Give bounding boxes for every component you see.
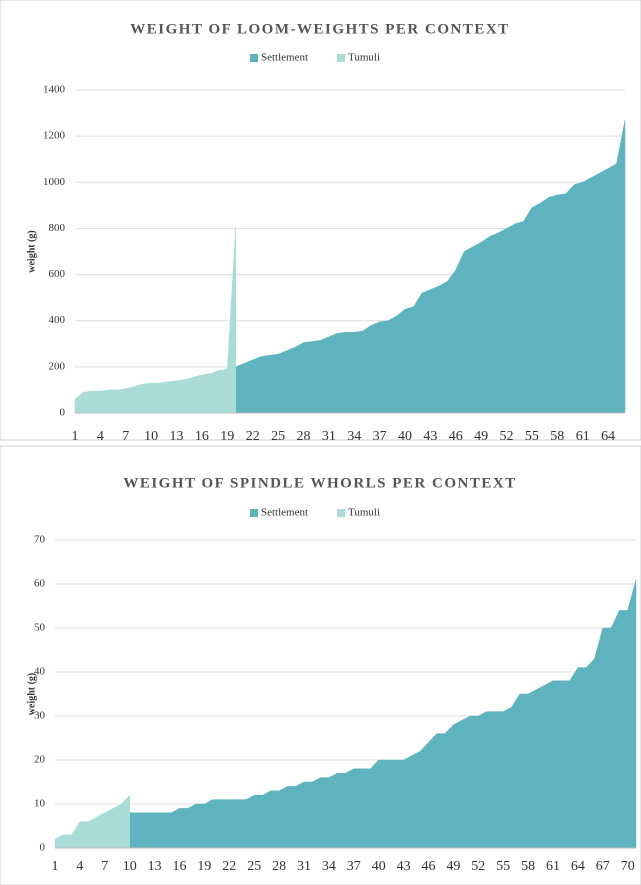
x-tick-label: 43 <box>423 429 437 444</box>
area <box>54 794 130 849</box>
x-tick-label: 46 <box>449 429 463 444</box>
legend-swatch <box>250 54 258 62</box>
x-tick-label: 28 <box>296 429 310 444</box>
x-tick-label: 22 <box>246 429 260 444</box>
y-tick-label: 1200 <box>43 130 66 142</box>
x-tick-label: 4 <box>97 429 104 444</box>
legend-swatch <box>250 509 258 517</box>
y-tick-label: 60 <box>34 578 46 590</box>
x-tick-label: 55 <box>525 429 539 444</box>
x-tick-label: 28 <box>272 859 286 874</box>
chart-title: WEIGHT OF SPINDLE WHORLS PER CONTEXT <box>123 475 516 491</box>
y-tick-label: 800 <box>49 222 66 234</box>
x-tick-label: 55 <box>496 859 510 874</box>
x-tick-label: 13 <box>170 429 184 444</box>
x-tick-label: 16 <box>195 429 209 444</box>
x-tick-label: 49 <box>474 429 488 444</box>
y-tick-label: 0 <box>60 407 66 419</box>
y-tick-label: 10 <box>34 798 46 810</box>
legend-label: Settlement <box>261 52 308 64</box>
chart-title: WEIGHT OF LOOM-WEIGHTS PER CONTEXT <box>130 21 509 37</box>
x-tick-label: 37 <box>373 429 387 444</box>
x-tick-label: 37 <box>347 859 361 874</box>
x-tick-label: 10 <box>123 859 137 874</box>
x-tick-label: 52 <box>471 859 485 874</box>
x-tick-label: 34 <box>347 429 361 444</box>
x-tick-label: 1 <box>72 429 79 444</box>
legend-label: Settlement <box>261 507 308 519</box>
y-tick-label: 40 <box>34 666 46 678</box>
x-tick-label: 49 <box>446 859 460 874</box>
x-tick-label: 7 <box>101 859 108 874</box>
x-tick-label: 46 <box>422 859 436 874</box>
x-tick-label: 61 <box>576 429 590 444</box>
x-tick-label: 31 <box>322 429 336 444</box>
y-tick-label: 1400 <box>43 84 66 96</box>
x-tick-label: 34 <box>322 859 336 874</box>
y-tick-label: 200 <box>49 360 66 372</box>
x-tick-label: 40 <box>372 859 386 874</box>
x-tick-label: 25 <box>271 429 285 444</box>
x-tick-label: 10 <box>144 429 158 444</box>
x-tick-label: 58 <box>550 429 564 444</box>
x-tick-label: 40 <box>398 429 412 444</box>
x-tick-label: 61 <box>546 859 560 874</box>
y-tick-label: 0 <box>40 842 46 854</box>
x-tick-label: 4 <box>76 859 83 874</box>
x-tick-label: 70 <box>621 859 635 874</box>
x-tick-label: 22 <box>222 859 236 874</box>
y-tick-label: 400 <box>49 314 66 326</box>
y-tick-label: 1000 <box>43 176 66 188</box>
x-tick-label: 58 <box>521 859 535 874</box>
x-tick-label: 13 <box>148 859 162 874</box>
y-tick-label: 50 <box>34 622 46 634</box>
x-tick-label: 43 <box>397 859 411 874</box>
x-tick-label: 19 <box>197 859 211 874</box>
y-axis-label: weight (g) <box>26 230 37 273</box>
legend-swatch <box>337 509 345 517</box>
legend-label: Tumuli <box>348 52 380 64</box>
x-tick-label: 64 <box>571 859 585 874</box>
y-axis-label: weight (g) <box>26 673 37 716</box>
area <box>74 226 237 414</box>
x-tick-label: 25 <box>247 859 261 874</box>
y-tick-label: 30 <box>34 710 46 722</box>
area <box>129 579 637 849</box>
area <box>235 119 626 414</box>
x-tick-label: 52 <box>500 429 514 444</box>
y-tick-label: 600 <box>49 268 66 280</box>
x-tick-label: 7 <box>122 429 129 444</box>
x-tick-label: 31 <box>297 859 311 874</box>
x-tick-label: 67 <box>596 859 610 874</box>
x-tick-label: 19 <box>220 429 234 444</box>
x-tick-label: 64 <box>601 429 615 444</box>
x-tick-label: 1 <box>52 859 59 874</box>
legend-swatch <box>337 54 345 62</box>
legend-label: Tumuli <box>348 507 380 519</box>
y-tick-label: 20 <box>34 754 46 766</box>
x-tick-label: 16 <box>173 859 187 874</box>
y-tick-label: 70 <box>34 534 46 546</box>
